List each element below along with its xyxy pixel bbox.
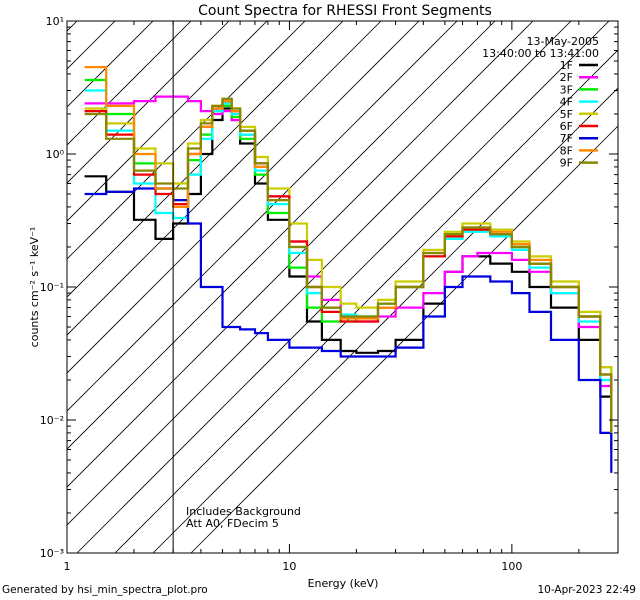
chart-title: Count Spectra for RHESSI Front Segments [198, 3, 492, 19]
y-axis-label: counts cm⁻² s⁻¹ keV⁻¹ [28, 227, 41, 348]
hatch-line [67, 21, 344, 298]
y-tick-label: 10¹ [46, 15, 64, 28]
x-tick-label: 10 [282, 560, 296, 573]
hatch-line [67, 21, 420, 374]
y-tick-label: 10⁻¹ [40, 281, 64, 294]
date-label: 13-May-2005 [527, 35, 599, 48]
series-4F [84, 89, 613, 441]
legend-label-8F: 8F [560, 144, 573, 157]
hatched-region [67, 21, 618, 553]
hatch-line [190, 125, 618, 553]
hatch-line [67, 21, 534, 488]
hatch-line [152, 87, 618, 553]
series-2F [84, 95, 613, 441]
legend-label-9F: 9F [560, 157, 573, 170]
annotation-attenuator: Att A0, FDecim 5 [186, 517, 279, 530]
series-1F [84, 107, 613, 450]
hatch-line [67, 21, 382, 336]
legend-label-1F: 1F [560, 59, 573, 72]
hatch-line [114, 49, 618, 553]
legend-label-2F: 2F [560, 71, 573, 84]
hatch-line [67, 21, 192, 146]
hatch-line [76, 21, 610, 553]
hatch-line [67, 21, 230, 184]
hatch-line [67, 21, 496, 450]
hatch-line [67, 21, 458, 412]
series-7F [84, 187, 613, 473]
legend-label-3F: 3F [560, 83, 573, 96]
series-5F [84, 97, 613, 427]
annotation-background: Includes Background [186, 505, 301, 518]
y-tick-label: 10⁰ [46, 148, 65, 161]
legend-label-6F: 6F [560, 120, 573, 133]
series-9F [84, 97, 613, 433]
y-tick-label: 10⁻³ [40, 547, 64, 560]
legend-label-4F: 4F [560, 96, 573, 109]
x-tick-label: 100 [501, 560, 522, 573]
x-axis-label: Energy (keV) [308, 577, 379, 590]
hatch-line [67, 21, 78, 32]
legend-label-5F: 5F [560, 108, 573, 121]
hatch-line [67, 21, 306, 260]
x-tick-label: 1 [64, 560, 71, 573]
time-range-label: 13:40:00 to 13:41:00 [482, 47, 599, 60]
legend-label-7F: 7F [560, 132, 573, 145]
y-tick-label: 10⁻² [40, 414, 64, 427]
footer-generated-by: Generated by hsi_min_spectra_plot.pro [2, 584, 208, 596]
hatch-line [67, 21, 572, 526]
footer-timestamp: 10-Apr-2023 22:49 [537, 584, 636, 596]
hatch-line [67, 21, 154, 108]
series-8F [84, 66, 613, 433]
hatch-line [67, 21, 268, 222]
